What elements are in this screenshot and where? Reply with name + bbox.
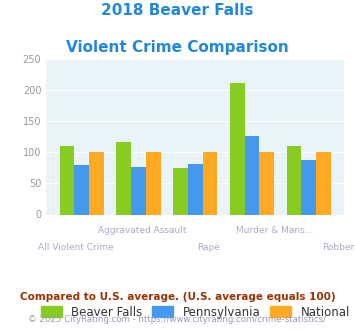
Text: 2018 Beaver Falls: 2018 Beaver Falls xyxy=(101,3,254,18)
Bar xyxy=(260,152,274,214)
Bar xyxy=(188,164,203,214)
Bar xyxy=(230,83,245,214)
Text: Robbery: Robbery xyxy=(322,243,355,251)
Bar xyxy=(173,168,188,214)
Text: © 2025 CityRating.com - https://www.cityrating.com/crime-statistics/: © 2025 CityRating.com - https://www.city… xyxy=(28,315,327,324)
Bar xyxy=(286,146,301,214)
Bar xyxy=(116,142,131,214)
Text: Compared to U.S. average. (U.S. average equals 100): Compared to U.S. average. (U.S. average … xyxy=(20,292,335,302)
Bar xyxy=(75,165,89,215)
Text: Murder & Mans...: Murder & Mans... xyxy=(236,226,313,235)
Bar xyxy=(301,160,316,214)
Legend: Beaver Falls, Pennsylvania, National: Beaver Falls, Pennsylvania, National xyxy=(36,301,355,323)
Bar xyxy=(316,152,331,214)
Bar xyxy=(146,152,161,214)
Bar xyxy=(203,152,217,214)
Bar xyxy=(60,146,75,214)
Text: Aggravated Assault: Aggravated Assault xyxy=(98,226,186,235)
Bar xyxy=(131,167,146,214)
Text: Violent Crime Comparison: Violent Crime Comparison xyxy=(66,40,289,54)
Text: All Violent Crime: All Violent Crime xyxy=(38,243,114,251)
Bar xyxy=(89,152,104,214)
Text: Rape: Rape xyxy=(197,243,220,251)
Bar xyxy=(245,136,260,214)
